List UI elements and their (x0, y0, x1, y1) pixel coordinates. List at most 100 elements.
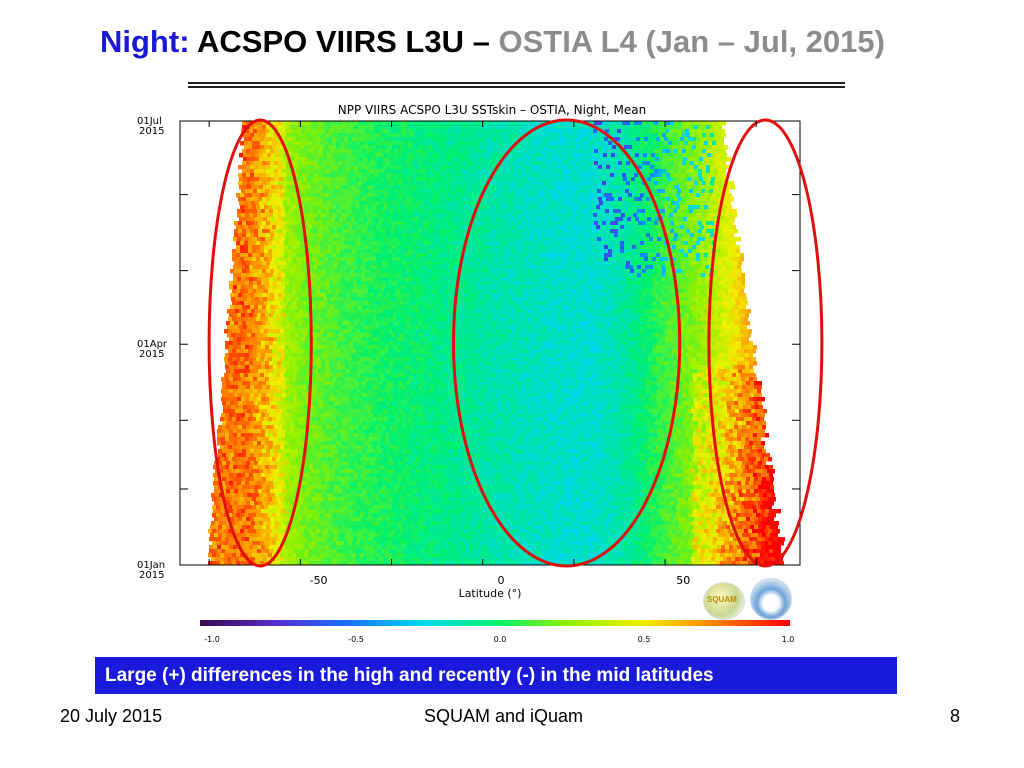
heatmap-cell (382, 133, 386, 138)
heatmap-cell (495, 153, 499, 158)
heatmap-cell (480, 245, 484, 250)
heatmap-cell (515, 185, 519, 190)
heatmap-cell (502, 269, 506, 274)
heatmap-cell (493, 273, 497, 278)
heatmap-cell (366, 197, 370, 202)
heatmap-cell (229, 281, 233, 286)
heatmap-cell (640, 205, 644, 210)
heatmap-cell (274, 161, 278, 166)
heatmap-cell (425, 129, 429, 134)
heatmap-cell (551, 157, 555, 162)
heatmap-cell (514, 121, 518, 126)
heatmap-cell (505, 237, 509, 242)
heatmap-cell (400, 145, 404, 150)
heatmap-cell (640, 141, 644, 146)
heatmap-cell (374, 173, 378, 178)
heatmap-cell (438, 261, 442, 266)
heatmap-cell (480, 141, 484, 146)
heatmap-cell (480, 257, 484, 262)
heatmap-cell (592, 193, 596, 198)
heatmap-cell (611, 153, 615, 158)
heatmap-cell (262, 229, 266, 234)
heatmap-cell (601, 277, 605, 282)
heatmap-cell (506, 221, 510, 226)
heatmap-cell (420, 257, 424, 262)
heatmap-cell (536, 225, 540, 230)
heatmap-cell (606, 149, 610, 154)
heatmap-cell (512, 253, 516, 258)
heatmap-cell (250, 125, 254, 130)
heatmap-cell (670, 197, 674, 202)
heatmap-cell (509, 213, 513, 218)
heatmap-cell (308, 141, 312, 146)
heatmap-cell (522, 121, 526, 126)
heatmap-cell (236, 225, 240, 230)
heatmap-cell (670, 161, 674, 166)
heatmap-cell (660, 245, 664, 250)
heatmap-cell (668, 137, 672, 142)
heatmap-cell (618, 121, 622, 126)
heatmap-cell (538, 221, 542, 226)
heatmap-cell (670, 221, 674, 226)
heatmap-cell (602, 169, 606, 174)
heatmap-cell (415, 217, 419, 222)
heatmap-cell (352, 253, 356, 258)
heatmap-cell (541, 277, 545, 282)
heatmap-cell (303, 177, 307, 182)
heatmap-cell (320, 193, 324, 198)
heatmap-cell (646, 197, 650, 202)
heatmap-cell (504, 141, 508, 146)
heatmap-cell (552, 257, 556, 262)
heatmap-cell (366, 233, 370, 238)
heatmap-cell (326, 173, 330, 178)
heatmap-cell (356, 145, 360, 150)
heatmap-cell (690, 169, 694, 174)
heatmap-cell (622, 197, 626, 202)
heatmap-cell (488, 137, 492, 142)
heatmap-cell (320, 241, 324, 246)
heatmap-cell (272, 137, 276, 142)
heatmap-cell (710, 181, 714, 186)
heatmap-cell (586, 229, 590, 234)
heatmap-cell (479, 177, 483, 182)
heatmap-cell (328, 241, 332, 246)
heatmap-cell (252, 193, 256, 198)
heatmap-cell (606, 161, 610, 166)
heatmap-cell (404, 245, 408, 250)
heatmap-cell (666, 133, 670, 138)
heatmap-cell (361, 189, 365, 194)
heatmap-cell (485, 209, 489, 214)
heatmap-cell (718, 133, 722, 138)
heatmap-cell (319, 185, 323, 190)
heatmap-cell (452, 225, 456, 230)
heatmap-cell (382, 149, 386, 154)
heatmap-cell (674, 125, 678, 130)
heatmap-cell (357, 277, 361, 282)
heatmap-cell (354, 261, 358, 266)
heatmap-cell (448, 145, 452, 150)
heatmap-cell (266, 181, 270, 186)
heatmap-cell (252, 253, 256, 258)
heatmap-cell (528, 253, 532, 258)
heatmap-cell (289, 209, 293, 214)
heatmap-cell (722, 169, 726, 174)
heatmap-cell (389, 265, 393, 270)
heatmap-cell (393, 273, 397, 278)
heatmap-cell (623, 157, 627, 162)
heatmap-cell (276, 193, 280, 198)
heatmap-cell (269, 277, 273, 282)
heatmap-cell (508, 137, 512, 142)
heatmap-cell (327, 177, 331, 182)
heatmap-cell (321, 237, 325, 242)
heatmap-cell (534, 221, 538, 226)
heatmap-cell (289, 277, 293, 282)
heatmap-cell (634, 221, 638, 226)
heatmap-cell (552, 205, 556, 210)
heatmap-cell (258, 269, 262, 274)
heatmap-cell (515, 157, 519, 162)
heatmap-cell (409, 213, 413, 218)
heatmap-cell (333, 129, 337, 134)
heatmap-cell (375, 217, 379, 222)
heatmap-cell (291, 177, 295, 182)
heatmap-cell (524, 257, 528, 262)
